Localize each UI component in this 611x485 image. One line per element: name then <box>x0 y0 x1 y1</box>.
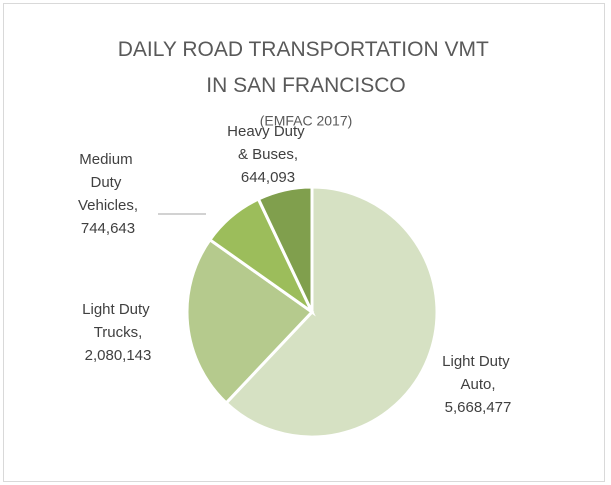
data-label: Medium Duty Vehicles, 744,643 <box>78 151 138 237</box>
value-label: 644,093 <box>241 169 295 186</box>
text-line: Medium <box>79 151 137 168</box>
data-label: Light Duty Auto, 5,668,477 <box>442 353 514 416</box>
value-label: 2,080,143 <box>85 347 152 364</box>
label-separator: , <box>138 324 142 341</box>
category-label: Light Duty Trucks <box>82 301 154 341</box>
text-line: Auto <box>460 376 491 393</box>
pie <box>185 185 439 439</box>
value-label: 5,668,477 <box>445 399 512 416</box>
text-line: & Buses <box>238 146 294 163</box>
data-label: Light Duty Trucks, 2,080,143 <box>82 301 154 364</box>
category-label: Heavy Duty & Buses <box>227 123 309 163</box>
pie-slice <box>256 185 314 313</box>
text-line: Vehicles <box>78 197 134 214</box>
label-separator: , <box>491 376 495 393</box>
chart-subtitle: (EMFAC 2017) <box>260 113 353 129</box>
text-line: Light Duty <box>442 353 514 370</box>
category-label: Light Duty Auto <box>442 353 514 393</box>
value-label: 744,643 <box>81 220 135 237</box>
text-line: Duty <box>90 174 125 191</box>
label-separator: , <box>134 197 138 214</box>
text-line: Trucks <box>94 324 138 341</box>
data-labels: Light Duty Auto, 5,668,477 Light Duty Truc… <box>78 123 514 416</box>
data-label: Heavy Duty & Buses, 644,093 <box>227 123 309 186</box>
label-separator: , <box>294 146 298 163</box>
chart-title-text: DAILY ROAD TRANSPORTATION VMT IN SAN FRA… <box>118 38 495 97</box>
pie-slice <box>224 185 439 439</box>
text-line: DAILY ROAD TRANSPORTATION VMT <box>118 38 495 61</box>
category-label: Medium Duty Vehicles <box>78 151 137 214</box>
text-line: Light Duty <box>82 301 154 318</box>
text-line: IN SAN FRANCISCO <box>206 74 406 97</box>
pie-slice <box>185 237 315 406</box>
text-line: Heavy Duty <box>227 123 309 140</box>
chart-title: DAILY ROAD TRANSPORTATION VMT IN SAN FRA… <box>118 38 495 97</box>
